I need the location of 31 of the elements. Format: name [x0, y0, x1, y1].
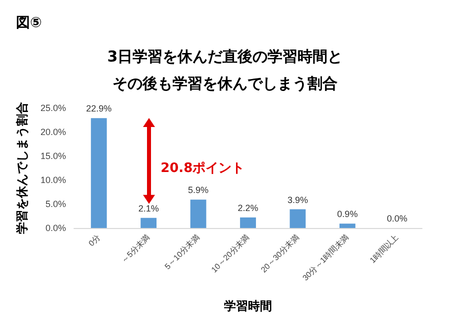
- data-label: 22.9%: [86, 104, 112, 114]
- y-tick-label: 15.0%: [40, 151, 66, 161]
- data-label: 3.9%: [287, 194, 308, 205]
- chart-title: 3日学習を休んだ直後の学習時間とその後も学習を休んでしまう割合: [107, 48, 343, 92]
- bar: [290, 209, 306, 228]
- x-tick-label: 0分: [86, 232, 102, 248]
- y-tick-label: 20.0%: [40, 127, 66, 137]
- x-tick-label: 1時間以上: [368, 232, 400, 265]
- x-tick-label: 5～10分未満: [163, 232, 202, 272]
- y-tick-label: 0.0%: [45, 223, 66, 233]
- y-tick-label: 5.0%: [45, 199, 66, 209]
- bar: [339, 224, 356, 228]
- annotation: 20.8ポイント: [160, 160, 245, 177]
- bar: [90, 118, 107, 228]
- data-label: 5.9%: [188, 185, 209, 196]
- x-tick-label: ～5分未満: [120, 232, 152, 265]
- x-tick-label: 30分～1時間未満: [300, 232, 351, 283]
- y-tick-label: 10.0%: [40, 175, 66, 185]
- data-label: 2.2%: [238, 202, 258, 213]
- bar: [140, 218, 157, 228]
- bar: [190, 200, 206, 228]
- data-label: 2.1%: [138, 203, 159, 214]
- x-tick-label: 10～20分未満: [210, 232, 252, 274]
- y-tick-label: 25.0%: [40, 103, 66, 113]
- bar: [240, 217, 256, 228]
- x-axis-title: 学習時間: [224, 299, 272, 313]
- x-tick-label: 20～30分未満: [259, 232, 301, 274]
- y-axis-title: 学習を休んでしまう割合: [15, 101, 29, 234]
- text: 図⑤: [16, 15, 42, 31]
- data-label: 0.0%: [386, 214, 408, 224]
- data-label: 0.9%: [337, 209, 358, 220]
